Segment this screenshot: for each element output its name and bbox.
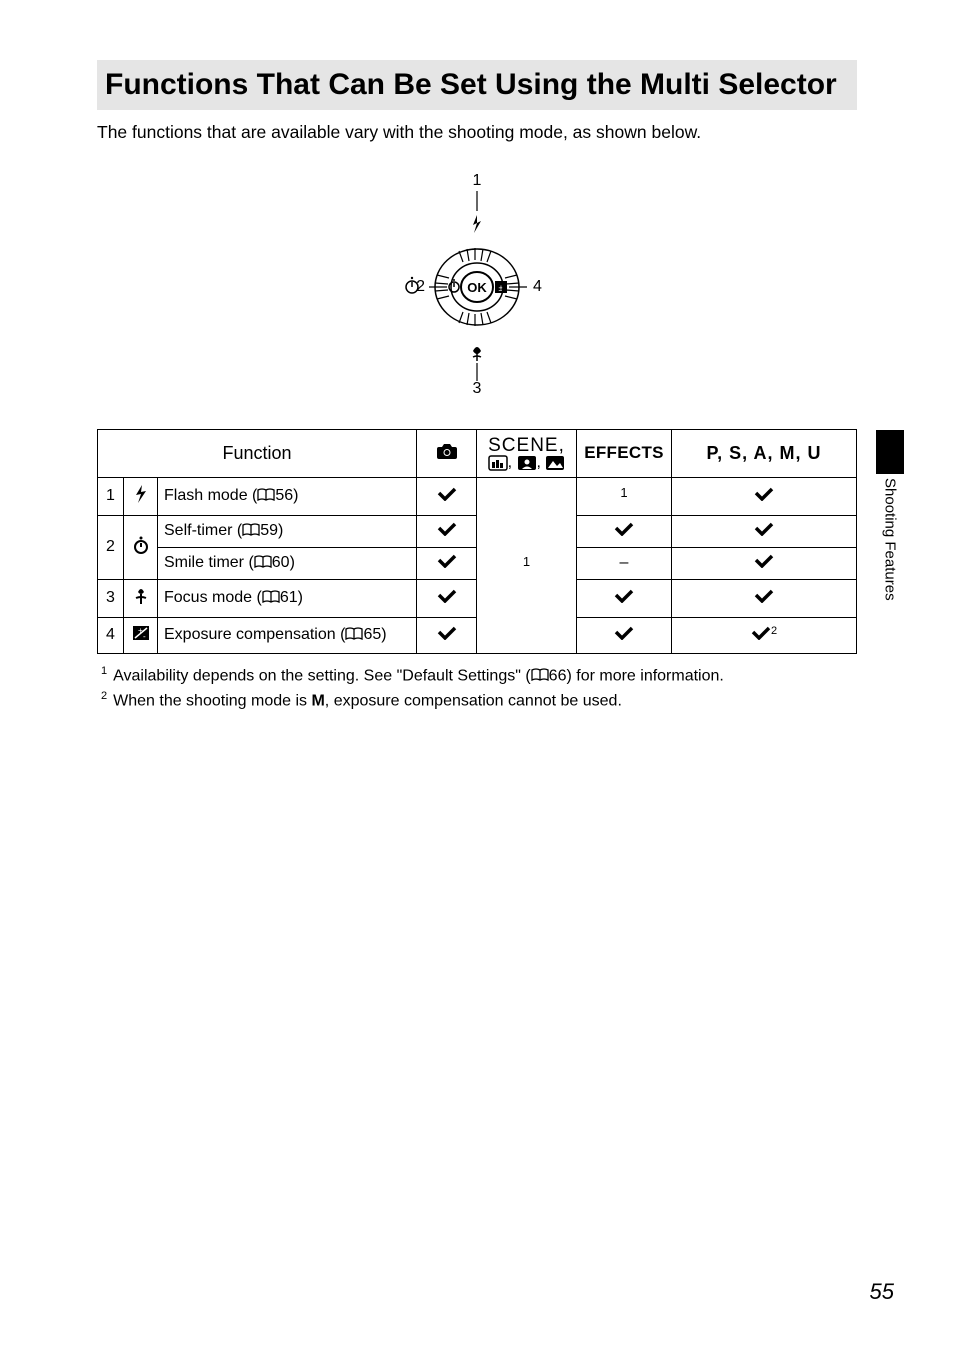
self-timer-icon [124, 515, 158, 579]
cell-effects [577, 515, 672, 547]
side-tab-label: Shooting Features [882, 478, 899, 601]
row-number: 4 [98, 617, 124, 653]
cell-auto [417, 579, 477, 617]
row-number: 1 [98, 477, 124, 515]
check-icon [437, 626, 457, 640]
cell-scene-merged: 1 [477, 477, 577, 653]
check-icon [754, 589, 774, 603]
cell-effects [577, 579, 672, 617]
page-ref-icon [345, 627, 363, 641]
camera-icon [435, 441, 459, 461]
footnote-2: 2When the shooting mode is M, exposure c… [97, 689, 857, 712]
flash-icon [473, 215, 481, 233]
cell-auto [417, 547, 477, 579]
table-row: 1 Flash mode (56) 1 1 [98, 477, 857, 515]
row-number: 2 [98, 515, 124, 579]
side-tab-marker [876, 430, 904, 474]
macro-icon-dial [473, 347, 481, 361]
cell-psamu [672, 515, 857, 547]
page-number: 55 [870, 1279, 894, 1305]
night-portrait-icon [517, 455, 537, 471]
col-scene: SCENE, , , [477, 429, 577, 477]
multi-selector-diagram: 1 2 4 ± [97, 171, 857, 401]
section-title: Functions That Can Be Set Using the Mult… [105, 66, 849, 104]
landscape-icon [545, 455, 565, 471]
svg-text:-: - [143, 632, 146, 641]
ok-label: OK [467, 280, 487, 295]
flash-icon [124, 477, 158, 515]
col-auto [417, 429, 477, 477]
col-psamu: P, S, A, M, U [672, 429, 857, 477]
check-icon [754, 487, 774, 501]
page-ref-icon [531, 668, 549, 682]
check-icon [614, 522, 634, 536]
footnote-1: 1Availability depends on the setting. Se… [97, 664, 857, 687]
night-landscape-icon [488, 455, 508, 471]
diagram-label-1: 1 [473, 172, 482, 189]
cell-psamu [672, 477, 857, 515]
cell-auto [417, 515, 477, 547]
intro-text: The functions that are available vary wi… [97, 122, 857, 143]
check-icon [437, 487, 457, 501]
page-ref-icon [262, 590, 280, 604]
check-icon [614, 589, 634, 603]
check-icon [754, 522, 774, 536]
page-ref-icon [242, 523, 260, 537]
cell-psamu: 2 [672, 617, 857, 653]
col-effects: EFFECTS [577, 429, 672, 477]
cell-psamu [672, 579, 857, 617]
row-number: 3 [98, 579, 124, 617]
check-icon [437, 522, 457, 536]
cell-effects: 1 [577, 477, 672, 515]
diagram-label-3: 3 [473, 380, 482, 397]
exposure-comp-icon-dial: ± [495, 281, 507, 293]
row-label: Smile timer (60) [158, 547, 417, 579]
functions-table: Function SCENE, , , EFFECT [97, 429, 857, 654]
macro-icon [124, 579, 158, 617]
footnotes: 1Availability depends on the setting. Se… [97, 664, 857, 712]
row-label: Self-timer (59) [158, 515, 417, 547]
section-title-block: Functions That Can Be Set Using the Mult… [97, 60, 857, 110]
row-label: Focus mode (61) [158, 579, 417, 617]
diagram-label-4: 4 [533, 278, 542, 295]
row-label: Flash mode (56) [158, 477, 417, 515]
check-icon [437, 554, 457, 568]
cell-effects [577, 617, 672, 653]
cell-auto [417, 617, 477, 653]
cell-auto [417, 477, 477, 515]
page-ref-icon [257, 488, 275, 502]
page-ref-icon [254, 555, 272, 569]
row-label: Exposure compensation (65) [158, 617, 417, 653]
col-function: Function [98, 429, 417, 477]
cell-psamu [672, 547, 857, 579]
check-icon [437, 589, 457, 603]
cell-effects: – [577, 547, 672, 579]
side-tab: Shooting Features [876, 430, 904, 601]
check-icon [751, 626, 771, 640]
check-icon [614, 626, 634, 640]
check-icon [754, 554, 774, 568]
exposure-comp-icon: +- [124, 617, 158, 653]
